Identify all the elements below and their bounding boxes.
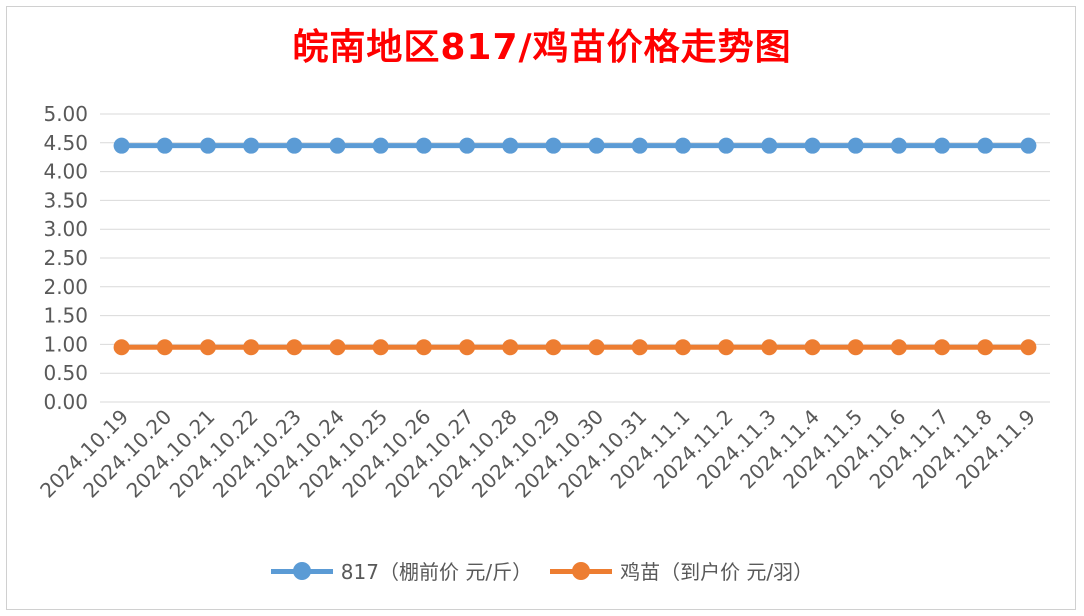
data-point [286,137,303,154]
data-point [502,339,519,356]
data-point [199,339,216,356]
data-point [459,339,476,356]
data-point [156,137,173,154]
chart-title: 皖南地区817/鸡苗价格走势图 [292,27,792,68]
data-point [1020,339,1037,356]
y-tick-label: 0.00 [43,390,88,414]
legend-swatch-chick [550,561,613,581]
data-point [847,339,864,356]
legend: 817（棚前价 元/斤） 鸡苗（到户价 元/羽） [0,556,1084,585]
legend-label-817: 817（棚前价 元/斤） [340,560,533,584]
y-tick-label: 3.00 [43,217,88,241]
data-point [459,137,476,154]
data-point [804,137,821,154]
data-point [199,137,216,154]
legend-item-817: 817（棚前价 元/斤） [270,556,533,585]
y-tick-label: 3.50 [43,188,88,212]
data-point [761,137,778,154]
data-point [156,339,173,356]
y-tick-label: 2.00 [43,275,88,299]
data-point [674,339,691,356]
data-point [934,137,951,154]
data-point [977,137,994,154]
chart-frame [6,6,1076,610]
data-point [718,339,735,356]
data-point [890,137,907,154]
y-tick-label: 0.50 [43,361,88,385]
data-point [502,137,519,154]
data-point [934,339,951,356]
data-point [243,137,260,154]
legend-label-chick: 鸡苗（到户价 元/羽） [620,560,814,584]
data-point [415,137,432,154]
data-point [631,339,648,356]
data-point [1020,137,1037,154]
data-point [113,137,130,154]
legend-swatch-817 [270,561,333,581]
y-tick-label: 1.00 [43,332,88,356]
data-point [847,137,864,154]
y-tick-label: 5.00 [43,102,88,126]
data-point [804,339,821,356]
data-point [631,137,648,154]
data-point [415,339,432,356]
y-tick-label: 2.50 [43,246,88,270]
data-point [243,339,260,356]
data-point [588,137,605,154]
y-tick-label: 1.50 [43,304,88,328]
y-tick-label: 4.50 [43,131,88,155]
data-point [674,137,691,154]
data-point [761,339,778,356]
y-tick-label: 4.00 [43,160,88,184]
data-point [545,339,562,356]
legend-item-chick: 鸡苗（到户价 元/羽） [550,556,813,585]
data-point [372,137,389,154]
data-point [977,339,994,356]
data-point [890,339,907,356]
data-point [329,339,346,356]
data-point [718,137,735,154]
data-point [372,339,389,356]
data-point [545,137,562,154]
data-point [588,339,605,356]
data-point [286,339,303,356]
data-point [329,137,346,154]
data-point [113,339,130,356]
